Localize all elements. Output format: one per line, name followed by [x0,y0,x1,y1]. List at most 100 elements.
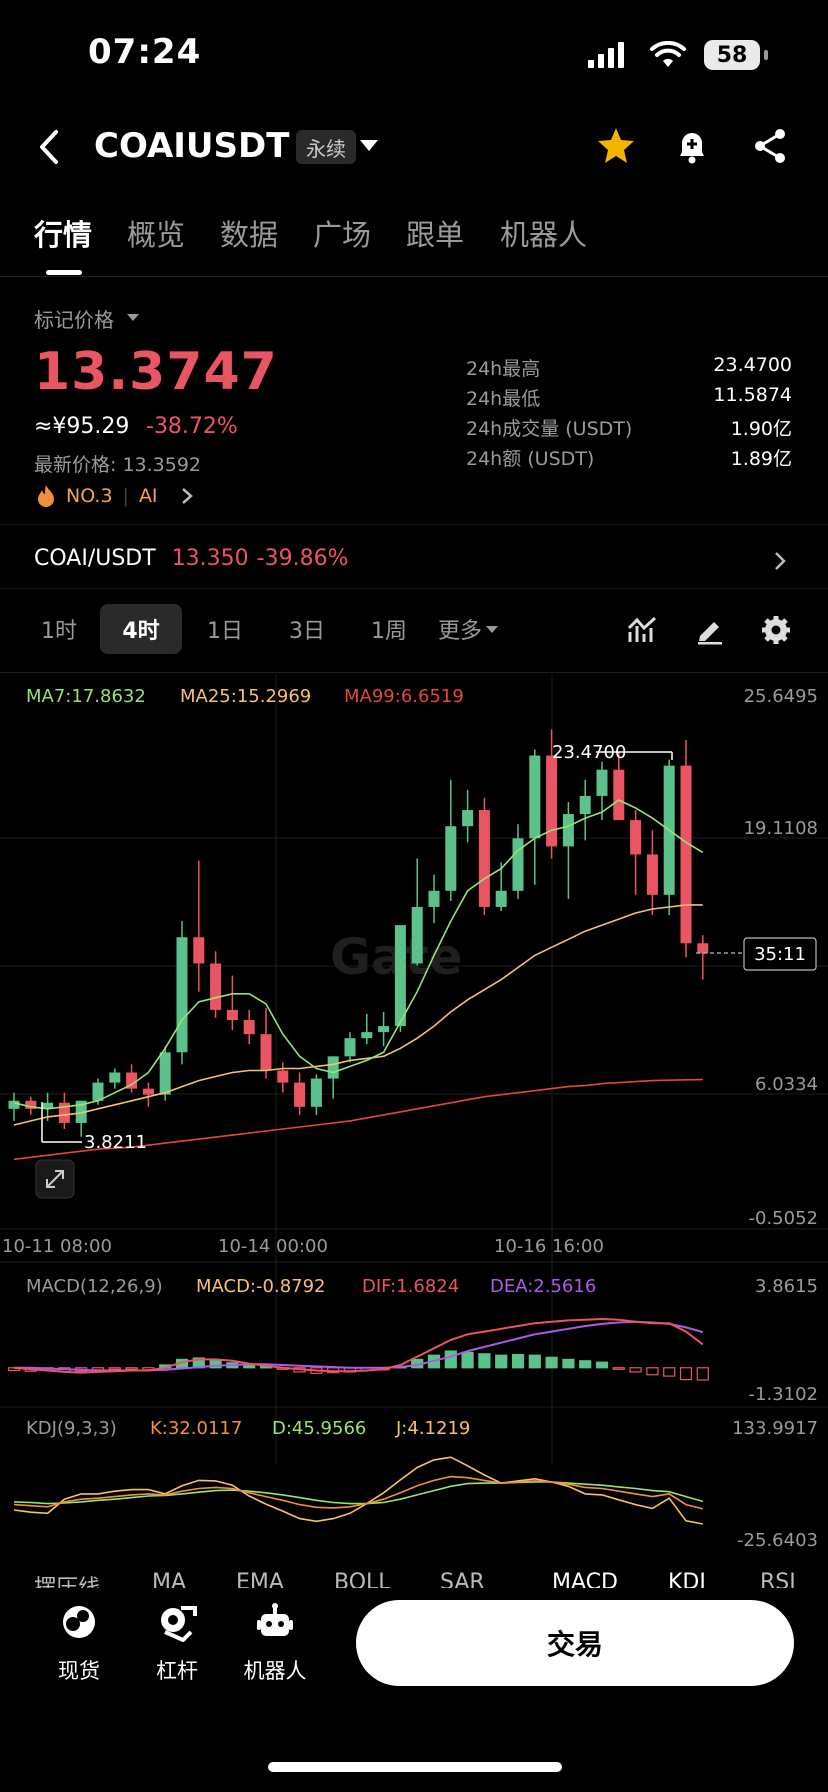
star-icon[interactable] [594,124,638,168]
expand-icon[interactable] [35,1159,75,1199]
candle-body [646,854,658,895]
rank-row[interactable]: NO.3 | AI [36,484,194,508]
indicator-tab[interactable]: 摆压线 [34,1570,100,1588]
latest-price: 最新价格: 13.3592 [34,454,202,476]
candle-body [529,755,541,839]
settings-gear-icon[interactable] [760,614,792,646]
margin-button[interactable]: 杠杆 [132,1602,222,1685]
tab-market[interactable]: 行情 [34,218,93,252]
indicator-icon[interactable] [626,614,658,646]
candle-body [58,1102,70,1123]
kline-chart[interactable]: Gate MA7:17.8632 MA25:15.2969 MA99:6.651… [0,674,828,1578]
candle-body [126,1072,138,1089]
spot-pair-price: 13.350 [171,546,249,571]
indicator-tab[interactable]: BOLL [334,1570,391,1588]
candle-body [277,1070,289,1083]
candle-body [25,1100,37,1109]
bottom-action-bar: 现货 杠杆 机器人 交易 [0,1588,828,1718]
indicator-tab[interactable]: MACD [552,1570,618,1588]
macd-histogram-bar [679,1367,693,1381]
ma-lines-layer [13,799,704,1161]
kdj-layer [13,1456,704,1525]
candle-body [109,1072,121,1083]
mark-price-label[interactable]: 标记价格 [34,308,114,332]
macd-histogram-bar [595,1361,609,1369]
candle-body [613,769,625,821]
tab-data[interactable]: 数据 [220,218,279,252]
status-icons: 58 [588,40,768,70]
ma7-legend: MA7:17.8632 [26,686,146,707]
tab-overview[interactable]: 概览 [127,218,186,252]
indicator-tab[interactable]: SAR [440,1570,485,1588]
ma25-line [13,904,703,1126]
robot-icon [257,1603,293,1636]
kdj-name: KDJ(9,3,3) [26,1418,117,1439]
tab-bots[interactable]: 机器人 [500,218,588,252]
indicator-tab[interactable]: RSI [760,1570,796,1588]
low-label: 3.8211 [84,1132,147,1153]
bot-button[interactable]: 机器人 [230,1602,320,1685]
chevron-down-icon[interactable] [360,140,378,151]
candle-body [193,937,205,964]
pair-title[interactable]: COAIUSDT [94,126,290,166]
stat-low-label: 24h最低 [466,388,541,410]
candle-body [42,1102,54,1109]
spot-button[interactable]: 现货 [34,1602,124,1685]
back-arrow-icon[interactable] [32,126,68,168]
share-icon[interactable] [748,124,792,168]
y-tick: 19.1108 [744,818,818,839]
timeframe-1d[interactable]: 1日 [207,619,243,644]
stat-amount-value: 1.89亿 [730,448,792,470]
spot-pair-name: COAI/USDT [34,546,156,571]
candle-body [428,890,440,907]
candle-body [562,814,574,847]
candle-body [210,963,222,1010]
stat-volume-label: 24h成交量 (USDT) [466,418,633,440]
timeframe-more[interactable]: 更多 [438,604,518,654]
timeframe-4h[interactable]: 4时 [100,604,182,654]
ma99-legend: MA99:6.6519 [344,686,464,707]
stat-high-value: 23.4700 [713,354,792,376]
candle-body [680,765,692,944]
change-percent: -38.72% [146,414,238,439]
tab-square[interactable]: 广场 [313,218,372,252]
macd-histogram-bar [545,1356,558,1369]
spot-pair-row[interactable]: COAI/USDT 13.350 -39.86% [34,546,349,571]
caret-down-icon[interactable] [127,314,139,321]
status-time: 07:24 [88,32,202,72]
indicator-tab[interactable]: KDJ [668,1570,706,1588]
macd-name: MACD(12,26,9) [26,1276,163,1297]
stat-high-label: 24h最高 [466,358,541,380]
timeframe-more-label: 更多 [438,619,483,644]
chevron-right-icon[interactable] [772,550,788,572]
margin-icon [161,1606,197,1643]
macd-histogram-bar [562,1358,575,1369]
macd-histogram-bar [579,1360,592,1369]
chevron-right-icon[interactable] [180,486,194,506]
timeframe-1h[interactable]: 1时 [41,619,77,644]
candle-body [478,810,490,907]
countdown-box [743,937,817,971]
indicator-tab[interactable]: MA [152,1570,187,1588]
spot-pair-change: -39.86% [256,546,349,571]
ma25-legend: MA25:15.2969 [180,686,311,707]
macd-histogram-bar [495,1354,508,1369]
trade-button[interactable]: 交易 [356,1600,794,1686]
spot-label: 现货 [58,1659,100,1683]
high-label: 23.4700 [552,742,626,763]
candle-body [445,826,457,891]
timeframe-3d[interactable]: 3日 [289,619,325,644]
home-indicator [268,1762,562,1772]
draw-pen-icon[interactable] [694,614,726,646]
indicator-tab[interactable]: EMA [236,1570,284,1588]
timeframe-1w[interactable]: 1周 [371,619,407,644]
tab-copy-trade[interactable]: 跟单 [406,218,465,252]
candle-body [294,1082,306,1107]
bot-label: 机器人 [243,1659,307,1683]
candle-body [411,906,423,964]
candle-body [142,1088,154,1095]
bell-plus-icon[interactable] [670,124,714,168]
contract-type-badge: 永续 [296,130,356,164]
spot-coins-icon [63,1606,95,1638]
candle-body [159,1052,171,1095]
